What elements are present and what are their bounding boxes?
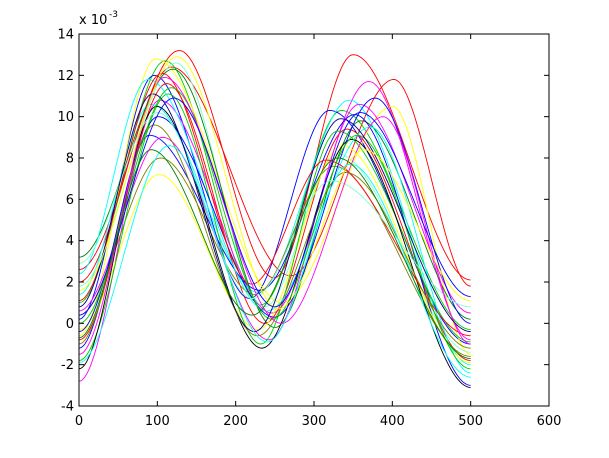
series-line-15 [78,93,471,361]
series-line-10 [78,83,471,361]
series-layer [78,50,471,388]
series-line-22 [78,112,471,308]
series-line-27 [78,97,471,316]
x-tick-label: 600 [537,414,562,429]
series-line-12 [78,157,471,357]
y-tick-label: 2 [66,276,74,291]
series-line-25 [78,56,471,310]
x-tick-label: 0 [75,414,83,429]
series-line-6 [78,81,471,382]
x-tick-label: 400 [380,414,405,429]
series-line-26 [78,145,471,378]
series-line-21 [78,87,471,370]
series-line-24 [78,93,471,333]
series-line-28 [78,149,471,359]
y-tick-label: -4 [61,400,74,415]
series-line-9 [78,68,471,328]
x-tick-label: 300 [302,414,327,429]
series-line-13 [78,145,471,364]
y-tick-label: 8 [66,152,74,167]
y-tick-label: 0 [66,317,74,332]
y-tick-label: 10 [57,110,74,125]
x-tick-label: 200 [223,414,248,429]
y-tick-label: 14 [57,28,74,43]
series-line-8 [78,62,471,353]
y-tick-label: 6 [66,193,74,208]
x-tick-label: 500 [458,414,483,429]
x-tick-label: 100 [145,414,170,429]
y-multiplier-exponent: -3 [109,10,118,20]
y-multiplier-base: x 10 [79,13,107,28]
y-tick-label: 12 [57,69,74,84]
y-multiplier: x 10 -3 [79,10,118,28]
series-line-18 [78,97,471,333]
ticks-layer: 0 100 200 300 400 500 600 -4 -2 0 2 4 6 8 10 12 14 [57,28,561,430]
y-tick-label: -2 [61,358,74,373]
y-tick-label: 4 [66,234,74,249]
